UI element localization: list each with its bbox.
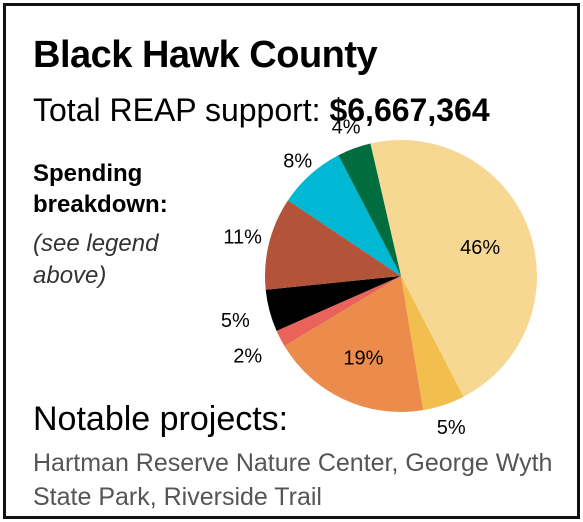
pie-label-3: 19% [343,347,383,369]
notable-heading: Notable projects: [33,400,289,438]
pie-slice-6 [265,200,401,290]
county-title: Black Hawk County [33,34,378,76]
pie-slice-2 [401,276,464,411]
pie-slice-1 [370,140,537,397]
pie-label-7: 8% [283,150,312,172]
pie-slice-4 [276,276,401,347]
pie-label-4: 2% [233,345,262,367]
breakdown-heading: Spending breakdown: [33,160,168,218]
pie-label-8: 4% [332,117,361,139]
pie-slice-7 [287,155,401,276]
pie-slice-3 [284,276,424,413]
pie-label-1: 46% [460,237,500,259]
pie-label-6: 11% [223,227,262,249]
pie-slice-5 [265,276,401,331]
pie-label-2: 5% [437,417,466,439]
pie-label-5: 5% [221,310,250,332]
total-amount: $6,667,364 [329,92,490,128]
notable-projects: Hartman Reserve Nature Center, George Wy… [33,449,553,511]
pie-slice-8 [338,143,401,276]
legend-note: (see legend above) [33,230,159,289]
total-support: Total REAP support: $6,667,364 [33,94,490,126]
total-label: Total REAP support: [33,92,321,128]
